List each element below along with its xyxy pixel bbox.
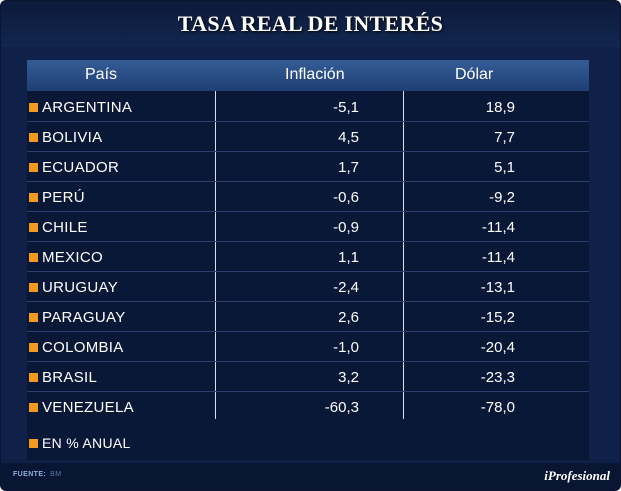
table-row: PERÚ -0,6 -9,2: [27, 183, 589, 213]
inflacion-value: -0,9: [333, 219, 359, 236]
table-row: URUGUAY -2,4 -13,1: [27, 273, 589, 303]
table-row: COLOMBIA -1,0 -20,4: [27, 333, 589, 363]
dolar-value: 18,9: [485, 99, 515, 116]
table-header: País Inflación Dólar: [27, 60, 589, 91]
inflacion-value: -2,4: [333, 279, 359, 296]
source: FUENTE: BM: [13, 471, 61, 478]
table-row: BRASIL 3,2 -23,3: [27, 363, 589, 393]
table-row: VENEZUELA -60,3 -78,0: [27, 393, 589, 423]
dolar-value: -20,4: [480, 339, 515, 356]
orange-bullet-icon: [29, 373, 38, 382]
row-divider: [27, 241, 589, 242]
country-label: VENEZUELA: [42, 399, 134, 416]
dolar-value: 7,7: [494, 129, 515, 146]
title-bar: TASA REAL DE INTERÉS: [1, 1, 620, 47]
orange-bullet-icon: [29, 439, 38, 448]
dolar-value: -15,2: [480, 309, 515, 326]
table-row: PARAGUAY 2,6 -15,2: [27, 303, 589, 333]
note-text: EN % ANUAL: [42, 435, 131, 451]
table-row: MEXICO 1,1 -11,4: [27, 243, 589, 273]
orange-bullet-icon: [29, 223, 38, 232]
inflacion-value: -60,3: [324, 399, 359, 416]
orange-bullet-icon: [29, 283, 38, 292]
column-divider: [403, 91, 404, 419]
orange-bullet-icon: [29, 403, 38, 412]
inflacion-value: 4,5: [338, 129, 359, 146]
inflacion-value: 2,6: [338, 309, 359, 326]
country-label: BRASIL: [42, 369, 98, 386]
country-label: ECUADOR: [42, 159, 120, 176]
row-divider: [27, 271, 589, 272]
inflacion-value: 3,2: [338, 369, 359, 386]
row-divider: [27, 391, 589, 392]
orange-bullet-icon: [29, 253, 38, 262]
inflacion-value: -5,1: [333, 99, 359, 116]
inflacion-value: 1,7: [338, 159, 359, 176]
orange-bullet-icon: [29, 163, 38, 172]
row-divider: [27, 121, 589, 122]
row-divider: [27, 211, 589, 212]
country-label: BOLIVIA: [42, 129, 103, 146]
table-row: ARGENTINA -5,1 18,9: [27, 93, 589, 123]
country-label: CHILE: [42, 219, 88, 236]
column-header-inflacion: Inflación: [285, 66, 345, 83]
country-label: PERÚ: [42, 189, 85, 206]
data-table: País Inflación Dólar ARGENTINA -5,1 18,9 BO…: [27, 60, 589, 460]
footer: FUENTE: BM iProfesional: [1, 463, 620, 490]
inflacion-value: -0,6: [333, 189, 359, 206]
column-divider: [215, 91, 216, 419]
table-row: BOLIVIA 4,5 7,7: [27, 123, 589, 153]
orange-bullet-icon: [29, 343, 38, 352]
dolar-value: -23,3: [480, 369, 515, 386]
column-header-dolar: Dólar: [455, 66, 494, 83]
country-label: COLOMBIA: [42, 339, 124, 356]
dolar-value: -9,2: [489, 189, 515, 206]
orange-bullet-icon: [29, 103, 38, 112]
table-row: CHILE -0,9 -11,4: [27, 213, 589, 243]
row-divider: [27, 361, 589, 362]
inflacion-value: 1,1: [338, 249, 359, 266]
orange-bullet-icon: [29, 193, 38, 202]
row-divider: [27, 181, 589, 182]
dolar-value: -13,1: [480, 279, 515, 296]
source-value: BM: [50, 471, 62, 478]
country-label: URUGUAY: [42, 279, 118, 296]
chart-title: TASA REAL DE INTERÉS: [177, 11, 444, 36]
orange-bullet-icon: [29, 133, 38, 142]
dolar-value: -78,0: [480, 399, 515, 416]
country-label: MEXICO: [42, 249, 103, 266]
dolar-value: 5,1: [494, 159, 515, 176]
row-divider: [27, 331, 589, 332]
country-label: PARAGUAY: [42, 309, 126, 326]
column-header-pais: País: [85, 66, 118, 83]
country-label: ARGENTINA: [42, 99, 133, 116]
row-divider: [27, 301, 589, 302]
brand-logo: iProfesional: [544, 468, 610, 483]
dolar-value: -11,4: [481, 219, 515, 236]
row-divider: [27, 151, 589, 152]
orange-bullet-icon: [29, 313, 38, 322]
table-row: ECUADOR 1,7 5,1: [27, 153, 589, 183]
source-label: FUENTE:: [13, 471, 47, 478]
dolar-value: -11,4: [481, 249, 515, 266]
inflacion-value: -1,0: [333, 339, 359, 356]
